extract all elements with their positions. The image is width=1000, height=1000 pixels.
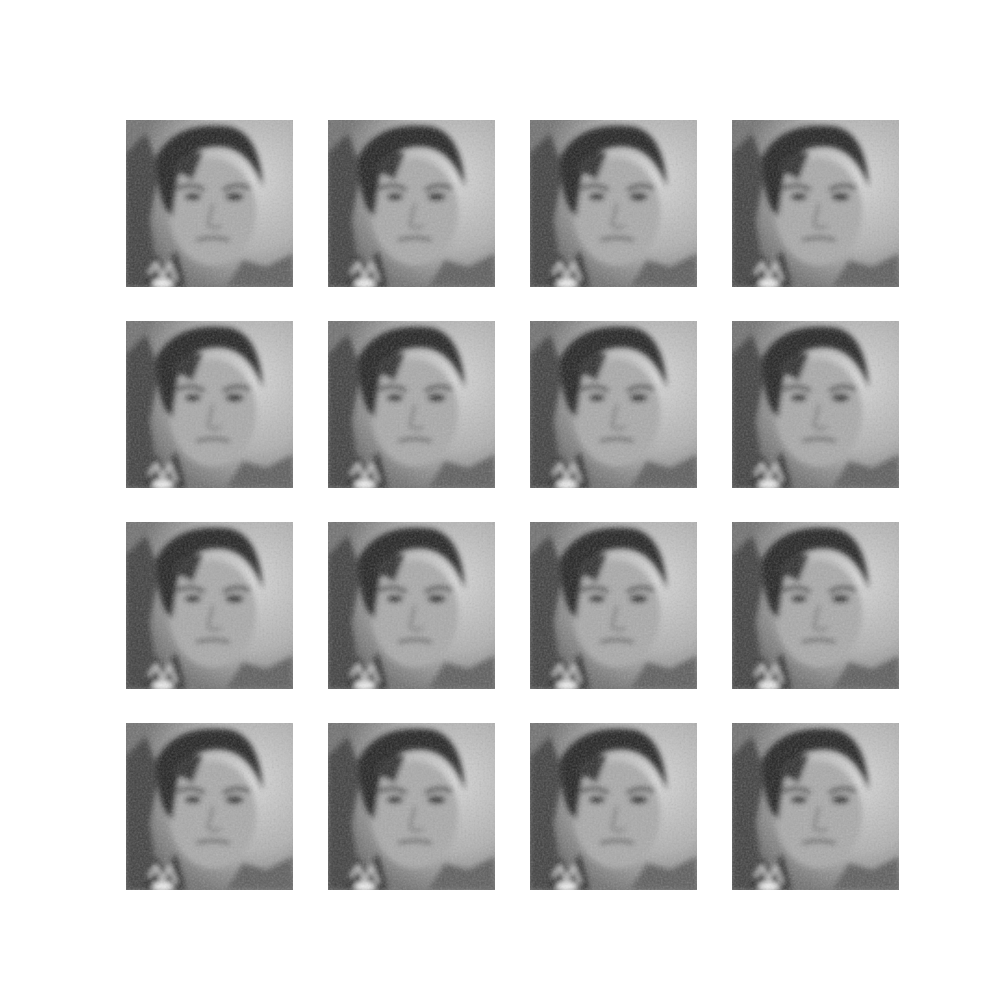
- face-thumbnail: [530, 120, 697, 287]
- face-thumbnail: [732, 723, 899, 890]
- face-thumbnail: [732, 522, 899, 689]
- face-thumbnail: [328, 723, 495, 890]
- face-thumbnail: [126, 321, 293, 488]
- face-thumbnail: [328, 321, 495, 488]
- face-thumbnail: [328, 522, 495, 689]
- face-thumbnail: [530, 321, 697, 488]
- face-thumbnail: [126, 522, 293, 689]
- face-thumbnail: [530, 723, 697, 890]
- face-thumbnail: [732, 120, 899, 287]
- face-thumbnail: [126, 120, 293, 287]
- face-thumbnail: [328, 120, 495, 287]
- image-grid: [126, 120, 900, 890]
- face-thumbnail: [530, 522, 697, 689]
- face-thumbnail: [126, 723, 293, 890]
- face-thumbnail: [732, 321, 899, 488]
